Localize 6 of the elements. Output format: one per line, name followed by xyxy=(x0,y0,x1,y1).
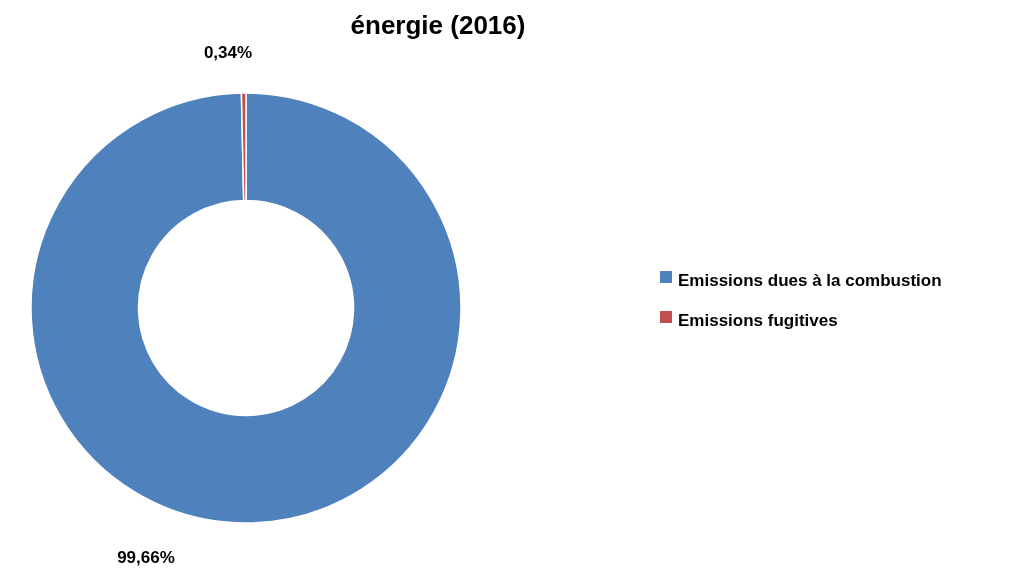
chart-title: énergie (2016) xyxy=(350,10,526,40)
legend-label: Emissions dues à la combustion xyxy=(678,271,942,291)
donut-slice xyxy=(30,92,462,524)
data-label: 0,34% xyxy=(203,43,253,62)
legend-label: Emissions fugitives xyxy=(678,311,838,331)
data-label: 99,66% xyxy=(117,548,175,567)
